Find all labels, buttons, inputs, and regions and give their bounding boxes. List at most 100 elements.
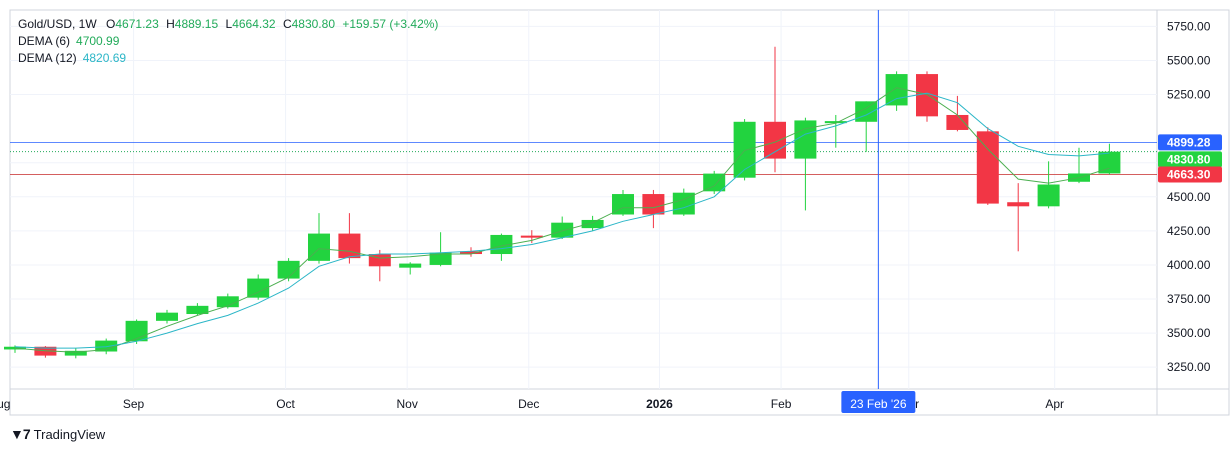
time-tick-label: Sep [123, 397, 145, 411]
time-tick-label: Feb [771, 397, 792, 411]
candle [125, 319, 148, 345]
price-tick-label: 5500.00 [1167, 53, 1211, 67]
candle [156, 309, 178, 324]
dema6-legend-row[interactable]: DEMA (6) 4700.99 [18, 33, 438, 50]
time-tick-label: Aug [0, 397, 10, 411]
open-value: 4671.23 [115, 17, 159, 31]
chart-frame [9, 9, 1230, 416]
candle-body [460, 251, 482, 255]
high-label: H [166, 17, 175, 31]
candle-body [1098, 151, 1121, 174]
candle-body [1007, 202, 1030, 207]
candle-body [277, 260, 300, 279]
price-tick-label: 3250.00 [1167, 360, 1211, 374]
chart-legend: Gold/USD, 1W O4671.23 H4889.15 L4664.32 … [18, 16, 438, 67]
candle-body [338, 233, 361, 259]
candles [4, 46, 1121, 359]
dema6-label: DEMA (6) [18, 34, 71, 48]
price-tick-label: 4250.00 [1167, 224, 1211, 238]
price-tick-label: 4000.00 [1167, 258, 1211, 272]
tradingview-logo-icon: ▼7 [10, 426, 31, 442]
time-tick-label: Apr [1045, 397, 1064, 411]
price-tick-label: 3500.00 [1167, 326, 1211, 340]
candle [642, 189, 665, 229]
crosshair-date-badge: 23 Feb '26 [841, 391, 916, 413]
candle-body [399, 263, 422, 268]
candle [824, 114, 847, 148]
candle-body [308, 233, 330, 261]
candle [581, 215, 604, 231]
candle-body [642, 194, 665, 215]
candle-body [733, 121, 756, 178]
crosshair-date-text: 23 Feb '26 [850, 397, 907, 411]
candle [520, 230, 543, 244]
symbol-label: Gold/USD, 1W [18, 17, 97, 31]
ohlc-legend-row: Gold/USD, 1W O4671.23 H4889.15 L4664.32 … [18, 16, 438, 33]
price-badge-bg [1158, 166, 1222, 183]
candle [64, 348, 87, 359]
price-badge-bg [1158, 151, 1222, 168]
candle-body [612, 194, 634, 215]
candle-body [551, 222, 574, 238]
dema12-label: DEMA (12) [18, 51, 77, 65]
time-tick-label: 2026 [646, 397, 673, 411]
open-label: O [106, 17, 116, 31]
price-axis: 5750.005500.005250.004750.004500.004250.… [1167, 19, 1211, 374]
price-badge: 4830.80 [1158, 151, 1222, 168]
crosshair-date-bg [841, 391, 916, 413]
candle [885, 71, 908, 111]
candle-body [764, 121, 786, 159]
dema12-line [14, 92, 1110, 349]
price-badge-bg [1158, 134, 1222, 151]
price-tick-label: 5250.00 [1167, 88, 1211, 102]
candle [1007, 183, 1030, 252]
time-tick-label: Nov [396, 397, 417, 411]
candle-body [824, 121, 847, 124]
candle-body [976, 131, 999, 204]
candle [399, 262, 422, 275]
dema6-value: 4700.99 [76, 34, 120, 48]
candle-body [64, 350, 87, 356]
candle [976, 127, 999, 205]
candle [247, 274, 270, 300]
candle [672, 188, 695, 216]
close-value: 4830.80 [291, 17, 335, 31]
price-tick-label: 5750.00 [1167, 19, 1211, 33]
candle [916, 71, 938, 122]
candle-body [156, 312, 178, 321]
change-value: +159.57 (+3.42%) [342, 17, 439, 31]
candle-body [916, 74, 938, 117]
price-badge: 4899.28 [1158, 134, 1222, 151]
low-label: L [225, 17, 233, 31]
low-value: 4664.32 [232, 17, 276, 31]
candle-body [946, 114, 969, 130]
candle-body [581, 219, 604, 229]
candle-body [520, 235, 543, 238]
candle [1037, 161, 1060, 209]
candle-body [216, 296, 239, 308]
candle [338, 213, 361, 264]
candle-body [247, 278, 270, 298]
candle-body [1037, 184, 1060, 207]
high-value: 4889.15 [174, 17, 219, 31]
candle [764, 46, 786, 173]
price-badge-text: 4830.80 [1167, 152, 1211, 166]
time-axis: AugSepOctNovDec2026FebMarApr [0, 397, 1064, 411]
tradingview-brand[interactable]: ▼7 TradingView [10, 426, 105, 442]
price-badge-text: 4899.28 [1167, 135, 1211, 149]
brand-name: TradingView [33, 426, 106, 442]
candle [1098, 143, 1121, 175]
time-tick-label: Dec [518, 397, 539, 411]
candle [703, 170, 726, 195]
dema12-legend-row[interactable]: DEMA (12) 4820.69 [18, 50, 438, 67]
candle [946, 95, 969, 132]
candle-body [429, 252, 452, 265]
candle [429, 232, 452, 267]
candle-body [95, 340, 118, 352]
candle [612, 189, 634, 216]
price-tick-label: 3750.00 [1167, 292, 1211, 306]
dema6-line [14, 87, 1110, 353]
candle [855, 101, 878, 152]
price-tick-label: 4500.00 [1167, 190, 1211, 204]
